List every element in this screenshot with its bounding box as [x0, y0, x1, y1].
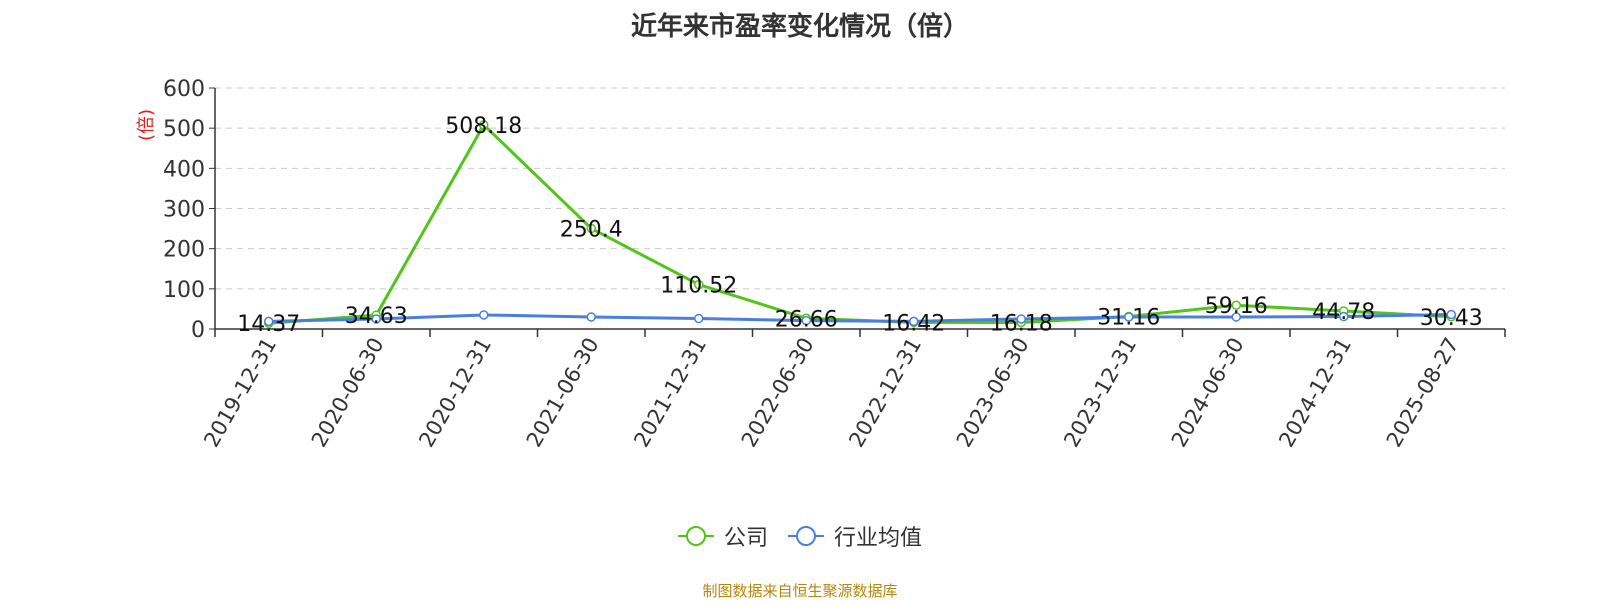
x-tick-label: 2025-08-27	[1382, 334, 1464, 452]
x-tick-label: 2020-12-31	[414, 334, 496, 452]
legend-circle-icon	[788, 526, 824, 546]
data-label: 16.42	[882, 311, 945, 336]
point-industry-avg	[1016, 314, 1026, 324]
x-tick-label: 2024-12-31	[1274, 334, 1356, 452]
x-tick-label: 2019-12-31	[199, 334, 281, 452]
x-tick-label: 2020-06-30	[307, 334, 389, 452]
point-company	[694, 279, 704, 290]
point-company	[586, 223, 596, 234]
y-tick-label: 400	[163, 157, 205, 182]
x-tick-label: 2022-12-31	[844, 334, 926, 452]
grid-lines	[215, 87, 1505, 290]
legend-circle-icon	[677, 526, 714, 546]
legend-label: 行业均值	[834, 526, 923, 551]
x-tick-label: 2021-12-31	[629, 334, 711, 452]
point-industry-avg	[1231, 312, 1241, 322]
x-tick-label: 2023-06-30	[952, 334, 1034, 452]
data-labels: 14.37 34.63 508.18 250.4 110.52 26.66 16.42 16.…	[237, 114, 1482, 337]
data-label: 44.78	[1312, 300, 1375, 325]
data-label: 250.4	[560, 217, 623, 242]
series-line-industry-avg	[268, 313, 1452, 323]
y-tick-label: 0	[191, 318, 205, 343]
legend-item-company[interactable]: 公司	[677, 520, 768, 552]
x-tick-label: 2021-06-30	[522, 334, 604, 452]
point-industry-avg	[479, 310, 489, 320]
point-company	[1231, 300, 1241, 310]
point-industry-avg	[1339, 311, 1349, 322]
data-label: 26.66	[775, 307, 838, 332]
series-lines	[264, 120, 1456, 328]
point-industry-avg	[909, 316, 919, 327]
y-tick-label: 500	[163, 117, 205, 142]
point-industry-avg	[694, 313, 704, 324]
x-tick-label: 2023-12-31	[1059, 334, 1141, 452]
point-industry-avg	[1124, 312, 1134, 322]
y-axis-label: (倍)	[136, 109, 157, 141]
y-tick-label: 100	[163, 278, 205, 303]
series-line-company	[268, 123, 1452, 325]
data-label: 14.37	[237, 312, 300, 337]
chart-title: 近年来市盈率变化情况（倍）	[630, 12, 969, 42]
data-label: 59.16	[1205, 294, 1268, 319]
legend-label: 公司	[723, 526, 768, 551]
x-tick-label: 2022-06-30	[737, 334, 819, 452]
axes: 0 100 200 300 400 500 600 2019-12-31 2020-06-30 2…	[163, 77, 1506, 452]
legend: 公司 行业均值	[0, 520, 1600, 552]
y-tick-label: 600	[163, 77, 205, 102]
data-label: 31.16	[1097, 305, 1160, 330]
data-label: 110.52	[660, 274, 737, 299]
x-tick-label: 2024-06-30	[1167, 334, 1249, 452]
y-tick-label: 200	[163, 238, 205, 263]
point-industry-avg	[371, 314, 381, 324]
point-industry-avg	[1446, 309, 1456, 320]
source-note: 制图数据来自恒生聚源数据库	[702, 582, 898, 600]
point-industry-avg	[586, 312, 596, 322]
legend-item-industry-avg[interactable]: 行业均值	[788, 520, 922, 552]
point-company	[479, 120, 489, 130]
data-label: 34.63	[345, 304, 408, 329]
point-industry-avg	[801, 315, 811, 326]
point-industry-avg	[264, 316, 274, 327]
data-label: 30.43	[1420, 306, 1483, 331]
y-tick-label: 300	[163, 198, 205, 223]
data-label: 508.18	[445, 114, 522, 139]
data-label: 16.18	[990, 312, 1053, 337]
